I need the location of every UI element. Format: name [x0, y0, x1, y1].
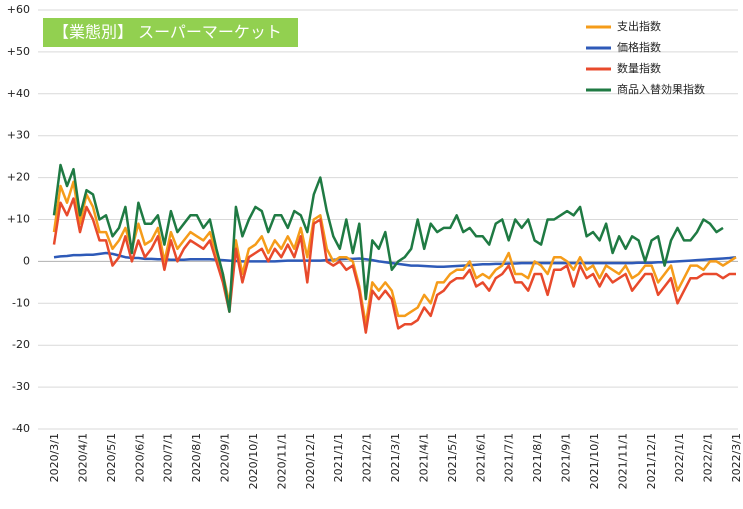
legend-label: 価格指数 [617, 40, 661, 54]
legend-label: 数量指数 [617, 61, 661, 75]
x-tick-label: 2020/11/1 [275, 433, 288, 489]
y-tick-label: +50 [7, 45, 30, 58]
y-tick-label: -10 [12, 296, 30, 309]
x-tick-label: 2022/1/1 [673, 433, 686, 482]
series-line-2 [52, 197, 736, 334]
x-tick-label: 2021/8/1 [531, 433, 544, 482]
y-tick-label: +20 [7, 171, 30, 184]
x-tick-label: 2020/6/1 [133, 433, 146, 482]
x-tick-label: 2022/3/1 [730, 433, 743, 482]
chart-title-background [43, 18, 298, 47]
series-lines [52, 163, 737, 334]
y-tick-label: +10 [7, 213, 30, 226]
y-tick-label: -20 [12, 338, 30, 351]
x-tick-label: 2021/10/1 [588, 433, 601, 489]
x-axis-labels: 2020/3/1 2020/4/1 2020/5/1 2020/6/1 2020/7/1… [48, 433, 743, 489]
chart-title-box: 【業態別】 スーパーマーケット [43, 18, 298, 47]
x-tick-label: 2020/10/1 [247, 433, 260, 489]
x-tick-label: 2021/6/1 [474, 433, 487, 482]
x-tick-label: 2021/7/1 [503, 433, 516, 482]
x-tick-label: 2020/4/1 [76, 433, 89, 482]
x-tick-label: 2021/2/1 [361, 433, 374, 482]
y-tick-label: +40 [7, 87, 30, 100]
y-axis-labels: +60 +50 +40 +30 +20 +10 0 -10 -20 -30 -40 [7, 3, 30, 435]
x-tick-label: 2021/4/1 [417, 433, 430, 482]
y-tick-label: +60 [7, 3, 30, 16]
y-tick-label: 0 [23, 254, 30, 267]
x-tick-label: 2020/7/1 [162, 433, 175, 482]
legend-label: 支出指数 [617, 19, 661, 33]
x-tick-label: 2020/9/1 [219, 433, 232, 482]
x-tick-label: 2020/12/1 [304, 433, 317, 489]
y-tick-label: +30 [7, 129, 30, 142]
x-tick-label: 2022/2/1 [702, 433, 715, 482]
x-tick-label: 2020/8/1 [190, 433, 203, 482]
x-tick-label: 2020/3/1 [48, 433, 61, 482]
y-tick-label: -30 [12, 380, 30, 393]
x-tick-label: 2021/9/1 [560, 433, 573, 482]
y-tick-label: -40 [12, 422, 30, 435]
x-tick-label: 2021/1/1 [332, 433, 345, 482]
x-tick-label: 2020/5/1 [105, 433, 118, 482]
series-line-0 [52, 180, 737, 326]
legend-label: 商品入替効果指数 [617, 82, 705, 96]
gridlines [38, 9, 738, 430]
chart-title: 【業態別】 スーパーマーケット [53, 23, 282, 42]
x-tick-label: 2021/5/1 [446, 433, 459, 482]
series-line-3 [52, 163, 724, 313]
x-tick-label: 2021/3/1 [389, 433, 402, 482]
x-tick-label: 2021/11/1 [616, 433, 629, 489]
x-tick-label: 2021/12/1 [645, 433, 658, 489]
